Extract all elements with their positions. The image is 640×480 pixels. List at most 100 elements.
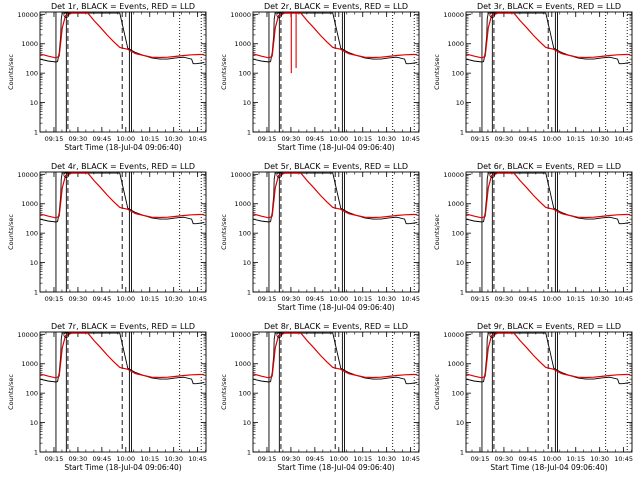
- y-tick-label: 100: [239, 390, 251, 398]
- x-tick-label: 09:15: [471, 295, 490, 303]
- panel-svg: Det 4r, BLACK = Events, RED = LLD Counts/…: [7, 162, 207, 303]
- y-tick-label: 100: [239, 230, 251, 238]
- events-loop-mark: [63, 332, 70, 338]
- x-tick-label: 09:15: [258, 135, 277, 143]
- x-tick-label: 09:30: [495, 135, 514, 143]
- plot-frame: [39, 11, 207, 133]
- x-tick-label: 09:15: [45, 295, 64, 303]
- plot-area: [40, 12, 205, 132]
- panel-4: Det 4r, BLACK = Events, RED = LLD Counts/…: [0, 160, 213, 320]
- y-axis-label: Counts/sec: [7, 214, 15, 250]
- x-axis-label: Start Time (18-Jul-04 09:06:40): [64, 463, 181, 472]
- x-tick-label: 10:30: [377, 135, 396, 143]
- panel-title: Det 8r, BLACK = Events, RED = LLD: [264, 322, 408, 331]
- events-loop-mark: [63, 12, 70, 18]
- x-tick-label: 09:30: [69, 135, 88, 143]
- x-tick-label: 09:45: [92, 135, 111, 143]
- panel-5: Det 5r, BLACK = Events, RED = LLD Counts/…: [213, 160, 426, 320]
- x-tick-label: 10:30: [164, 455, 183, 463]
- plot-area: [40, 332, 205, 452]
- y-tick-label: 10000: [443, 11, 464, 19]
- y-tick-label: 10: [243, 99, 251, 107]
- panel-svg: Det 9r, BLACK = Events, RED = LLD Counts/…: [433, 322, 633, 472]
- panel-title: Det 6r, BLACK = Events, RED = LLD: [477, 162, 621, 171]
- panel-6: Det 6r, BLACK = Events, RED = LLD Counts/…: [426, 160, 639, 320]
- x-tick-label: 10:15: [353, 135, 372, 143]
- y-tick-label: 10: [456, 259, 464, 267]
- x-tick-label: 10:15: [566, 455, 585, 463]
- x-tick-label: 10:00: [116, 295, 135, 303]
- lld-series-line: [40, 172, 205, 219]
- y-tick-label: 1: [34, 129, 38, 137]
- events-loop-mark: [63, 172, 70, 178]
- x-tick-label: 09:15: [258, 455, 277, 463]
- y-tick-label: 10000: [230, 171, 251, 179]
- x-tick-label: 10:45: [614, 135, 633, 143]
- panel-svg: Det 5r, BLACK = Events, RED = LLD Counts/…: [220, 162, 420, 312]
- y-tick-label: 1000: [447, 360, 464, 368]
- panel-svg: Det 7r, BLACK = Events, RED = LLD Counts/…: [7, 322, 207, 472]
- x-tick-label: 10:15: [140, 455, 159, 463]
- panel-svg: Det 3r, BLACK = Events, RED = LLD Counts/…: [433, 2, 633, 143]
- panel-svg: Det 6r, BLACK = Events, RED = LLD Counts/…: [433, 162, 633, 303]
- y-tick-label: 1000: [447, 40, 464, 48]
- x-tick-label: 09:15: [45, 135, 64, 143]
- x-tick-label: 09:30: [69, 295, 88, 303]
- y-tick-label: 10: [456, 419, 464, 427]
- panel-svg: Det 1r, BLACK = Events, RED = LLD Counts/…: [7, 2, 207, 152]
- x-tick-label: 10:45: [188, 455, 207, 463]
- panel-title: Det 1r, BLACK = Events, RED = LLD: [51, 2, 195, 11]
- x-tick-label: 10:00: [542, 455, 561, 463]
- plot-area: [466, 332, 631, 452]
- y-tick-label: 10000: [443, 171, 464, 179]
- y-axis-label: Counts/sec: [433, 374, 441, 410]
- y-tick-label: 100: [452, 390, 464, 398]
- x-tick-label: 09:45: [92, 455, 111, 463]
- x-tick-label: 09:45: [518, 295, 537, 303]
- lld-series-line: [466, 12, 631, 59]
- y-tick-label: 1: [460, 129, 464, 137]
- events-loop-mark: [489, 12, 496, 18]
- x-tick-label: 10:30: [590, 135, 609, 143]
- lld-series-line: [253, 332, 418, 379]
- panel-title: Det 2r, BLACK = Events, RED = LLD: [264, 2, 408, 11]
- plot-area: [466, 172, 631, 292]
- plot-frame: [252, 331, 420, 453]
- plot-area: [253, 12, 418, 132]
- lld-series-line: [40, 332, 205, 379]
- lld-series-line: [253, 172, 418, 219]
- y-axis-label: Counts/sec: [220, 374, 228, 410]
- y-tick-label: 1: [34, 449, 38, 457]
- y-axis-label: Counts/sec: [7, 374, 15, 410]
- y-tick-label: 1: [460, 449, 464, 457]
- x-tick-label: 10:00: [329, 455, 348, 463]
- x-tick-label: 10:45: [401, 455, 420, 463]
- x-tick-label: 10:30: [590, 295, 609, 303]
- y-tick-label: 10000: [230, 331, 251, 339]
- x-tick-label: 09:30: [495, 295, 514, 303]
- plot-frame: [465, 171, 633, 293]
- y-tick-label: 100: [452, 70, 464, 78]
- panel-svg: Det 8r, BLACK = Events, RED = LLD Counts/…: [220, 322, 420, 472]
- plot-area: [466, 12, 631, 132]
- y-tick-label: 1000: [21, 200, 38, 208]
- x-tick-label: 10:00: [542, 135, 561, 143]
- x-axis-label: Start Time (18-Jul-04 09:06:40): [64, 143, 181, 152]
- y-tick-label: 10: [30, 259, 38, 267]
- y-tick-label: 100: [239, 70, 251, 78]
- x-tick-label: 10:45: [401, 135, 420, 143]
- x-tick-label: 10:15: [353, 455, 372, 463]
- x-tick-label: 10:00: [116, 455, 135, 463]
- lld-series-line: [253, 12, 418, 59]
- plot-area: [40, 172, 205, 292]
- y-tick-label: 10: [243, 259, 251, 267]
- y-tick-label: 100: [452, 230, 464, 238]
- panel-svg: Det 2r, BLACK = Events, RED = LLD Counts/…: [220, 2, 420, 152]
- x-tick-label: 09:15: [471, 455, 490, 463]
- x-axis-label: Start Time (18-Jul-04 09:06:40): [490, 463, 607, 472]
- events-loop-mark: [276, 172, 283, 178]
- y-axis-label: Counts/sec: [220, 54, 228, 90]
- events-loop-mark: [489, 332, 496, 338]
- x-tick-label: 09:45: [518, 455, 537, 463]
